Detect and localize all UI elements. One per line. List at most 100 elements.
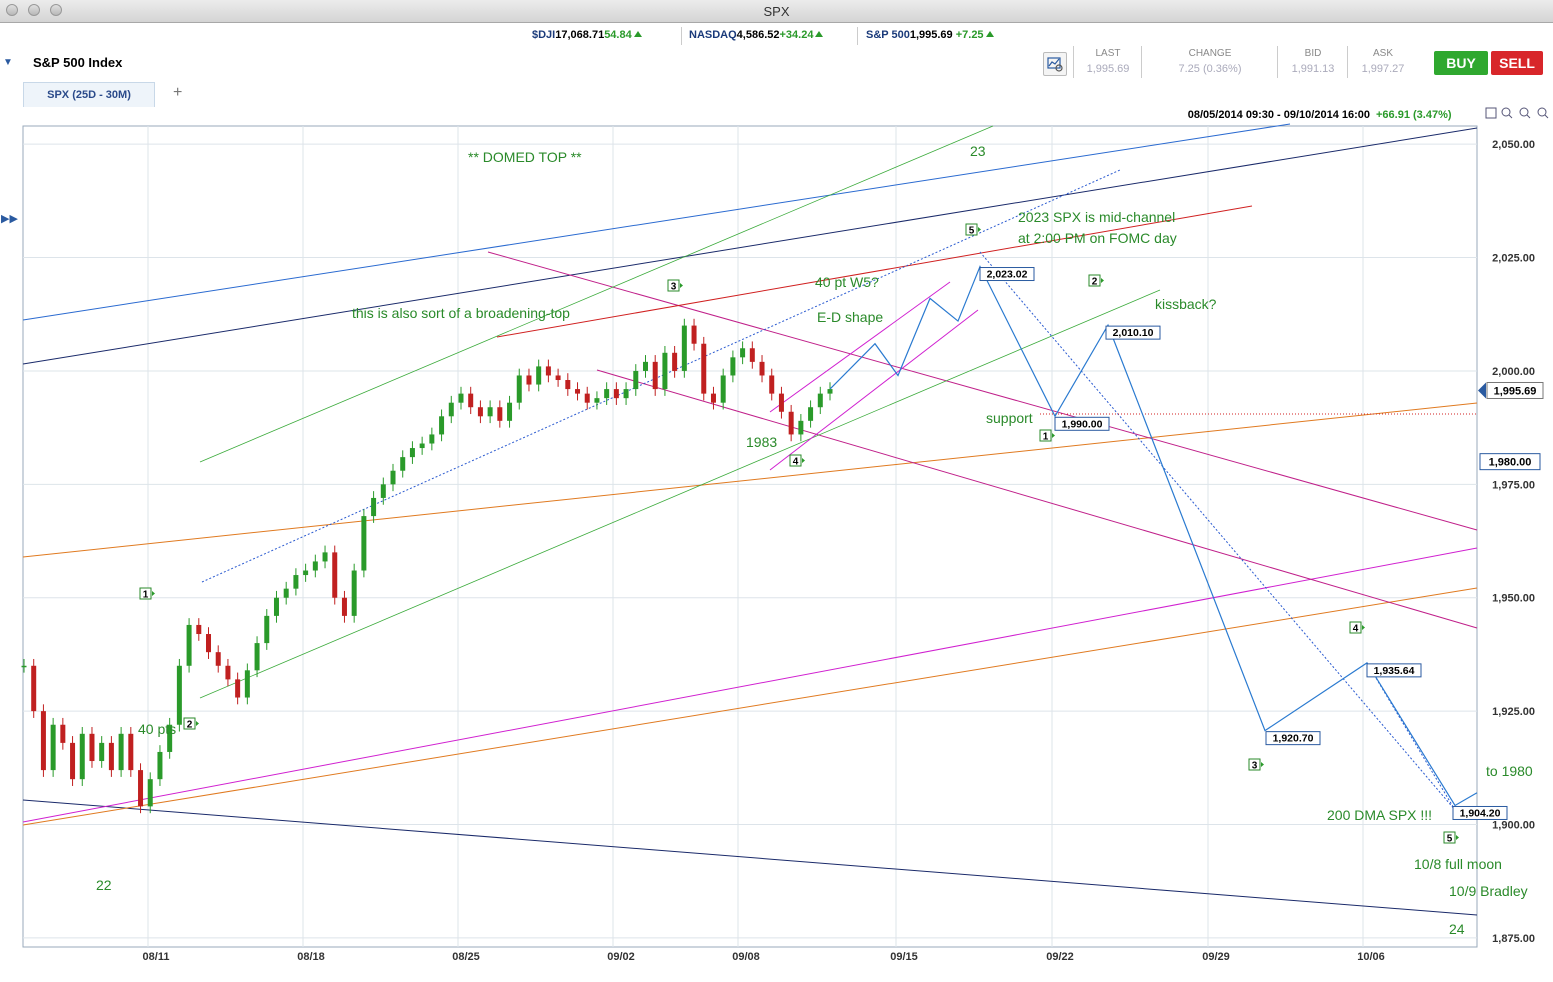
quote-last: LAST 1,995.69	[1073, 46, 1142, 78]
projection-price-label: 1,935.64	[1366, 663, 1422, 678]
window-titlebar: SPX	[0, 0, 1553, 23]
y-tick-label: 1,975.00	[1492, 479, 1535, 491]
plot-frame	[22, 125, 1478, 948]
candle	[798, 414, 804, 442]
candle	[303, 563, 309, 582]
wave-label: 5	[965, 223, 981, 237]
close-window-icon[interactable]	[6, 4, 18, 16]
x-axis: 08/11 08/18 08/25 09/02 09/08 09/15 09/22 09/29…	[143, 951, 1385, 963]
x-tick-label: 08/18	[297, 951, 325, 963]
candle	[235, 672, 241, 705]
candle	[196, 618, 202, 641]
candle	[439, 409, 445, 442]
candle	[215, 645, 221, 673]
trendline-magenta-channel-top	[487, 251, 1478, 531]
buy-button[interactable]: BUY	[1434, 51, 1488, 75]
candle	[118, 727, 124, 777]
candle	[575, 382, 581, 401]
candle	[361, 509, 367, 578]
quote-bid: BID 1,991.13	[1277, 46, 1348, 78]
projection-price-label: 2,023.02	[979, 267, 1035, 282]
price-label-text: 1,990.00	[1062, 418, 1103, 430]
candle	[555, 368, 561, 387]
candle	[642, 355, 648, 378]
candle	[409, 441, 415, 464]
price-marker-box	[1479, 453, 1541, 471]
add-tab-button[interactable]: +	[173, 84, 183, 101]
candle	[206, 627, 212, 659]
y-tick-label: 1,875.00	[1492, 933, 1535, 945]
chart-settings-icon[interactable]	[1043, 52, 1067, 76]
zoom-window-icon[interactable]	[50, 4, 62, 16]
candle	[176, 658, 182, 732]
candle	[40, 704, 46, 777]
projection-price-label: 1,990.00	[1054, 416, 1110, 431]
projection-price-label: 1,920.70	[1265, 731, 1321, 746]
chart-area[interactable]: 2,023.02 2,010.10 1,990.00 1,920.70 1,935.64…	[0, 106, 1553, 982]
quote-ask-label: ASK	[1372, 48, 1393, 59]
candle	[740, 341, 746, 365]
wave-label-text: 5	[969, 226, 975, 237]
zoom-out-icon[interactable]	[1519, 107, 1529, 117]
chart-annotation: 24	[1449, 921, 1465, 937]
minimize-window-icon[interactable]	[28, 4, 40, 16]
candle	[691, 318, 697, 351]
candle	[60, 717, 66, 750]
trendline-orange-lower	[22, 587, 1478, 826]
price-chart[interactable]: 2,023.02 2,010.10 1,990.00 1,920.70 1,935.64…	[0, 106, 1553, 982]
candle	[50, 717, 56, 777]
candle	[662, 345, 668, 396]
candle	[730, 350, 736, 383]
candle	[672, 345, 678, 378]
candle	[681, 318, 687, 378]
sell-button[interactable]: SELL	[1491, 51, 1543, 75]
candle	[652, 355, 658, 396]
candle	[167, 717, 173, 759]
candles	[21, 318, 833, 814]
candle	[341, 590, 347, 623]
collapse-chevron-icon[interactable]: ▼	[3, 57, 13, 68]
ticker-divider	[857, 27, 858, 45]
chart-annotation: 10/8 full moon	[1414, 856, 1502, 872]
candle	[565, 373, 571, 396]
ticker-dji[interactable]: $DJI17,068.7154.84	[532, 29, 642, 41]
candle	[99, 736, 105, 768]
candle	[759, 355, 765, 383]
candle	[419, 436, 425, 455]
chart-annotation: 23	[970, 143, 986, 159]
candle	[138, 763, 144, 814]
candle	[244, 663, 250, 705]
trendline-green-lower	[199, 289, 1161, 699]
x-tick-label: 10/06	[1357, 951, 1385, 963]
expand-panel-icon[interactable]: ▶▶	[1, 213, 18, 225]
quote-change: CHANGE 7.25 (0.36%)	[1141, 46, 1278, 78]
zoom-in-icon[interactable]	[1501, 107, 1511, 117]
tab-spx-chart[interactable]: SPX (25D - 30M)	[23, 82, 155, 107]
zoom-reset-icon[interactable]	[1485, 107, 1497, 119]
candle	[507, 395, 513, 428]
ticker-nasdaq[interactable]: NASDAQ4,586.52+34.24	[689, 29, 824, 41]
candle	[468, 386, 474, 415]
wedge-line-upper	[769, 281, 951, 413]
projection-price-label: 1,904.20	[1452, 805, 1508, 820]
candle	[254, 636, 260, 678]
x-tick-label: 09/22	[1046, 951, 1074, 963]
candle	[477, 400, 483, 424]
candle	[448, 395, 454, 424]
candle	[516, 368, 522, 410]
ticker-sp500[interactable]: S&P 5001,995.69 +7.25	[866, 29, 994, 41]
zoom-fit-icon[interactable]	[1537, 107, 1547, 117]
x-tick-label: 09/29	[1202, 951, 1230, 963]
chart-annotation: 40 pt W5?	[815, 274, 879, 290]
chart-annotation: at 2:00 PM on FOMC day	[1018, 230, 1177, 246]
candle	[808, 400, 814, 428]
wave-label: 2	[1088, 274, 1104, 288]
chart-annotation: to 1980	[1486, 763, 1533, 779]
wave-label-text: 1	[143, 590, 149, 601]
candle	[827, 382, 833, 401]
wave-label-text: 2	[1092, 277, 1098, 288]
ticker-change: +7.25	[955, 29, 984, 41]
zoom-controls[interactable]	[1485, 107, 1549, 119]
price-label-text: 2,010.10	[1113, 327, 1154, 339]
